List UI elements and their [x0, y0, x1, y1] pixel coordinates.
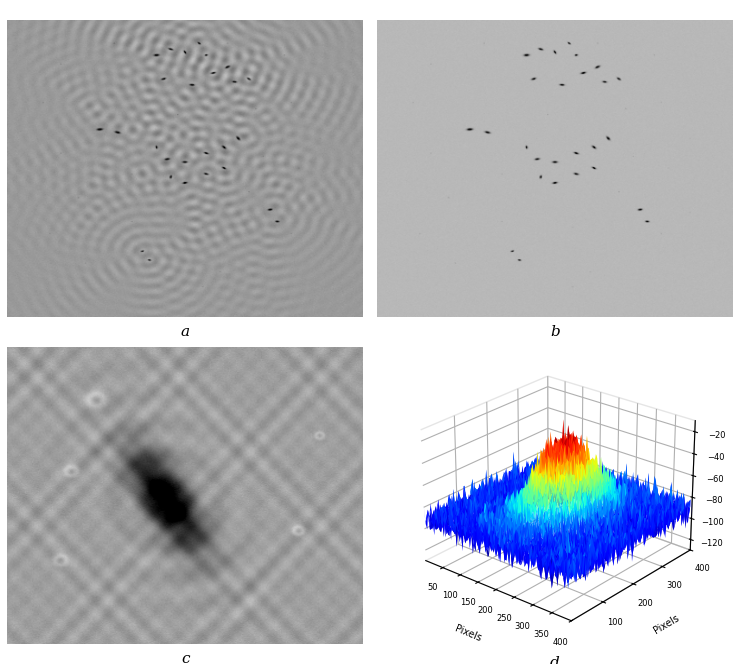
Text: c: c [181, 651, 189, 664]
Text: a: a [181, 325, 189, 339]
Text: d: d [550, 656, 559, 664]
Text: b: b [550, 325, 559, 339]
Y-axis label: Pixels: Pixels [651, 613, 681, 636]
X-axis label: Pixels: Pixels [453, 623, 482, 643]
